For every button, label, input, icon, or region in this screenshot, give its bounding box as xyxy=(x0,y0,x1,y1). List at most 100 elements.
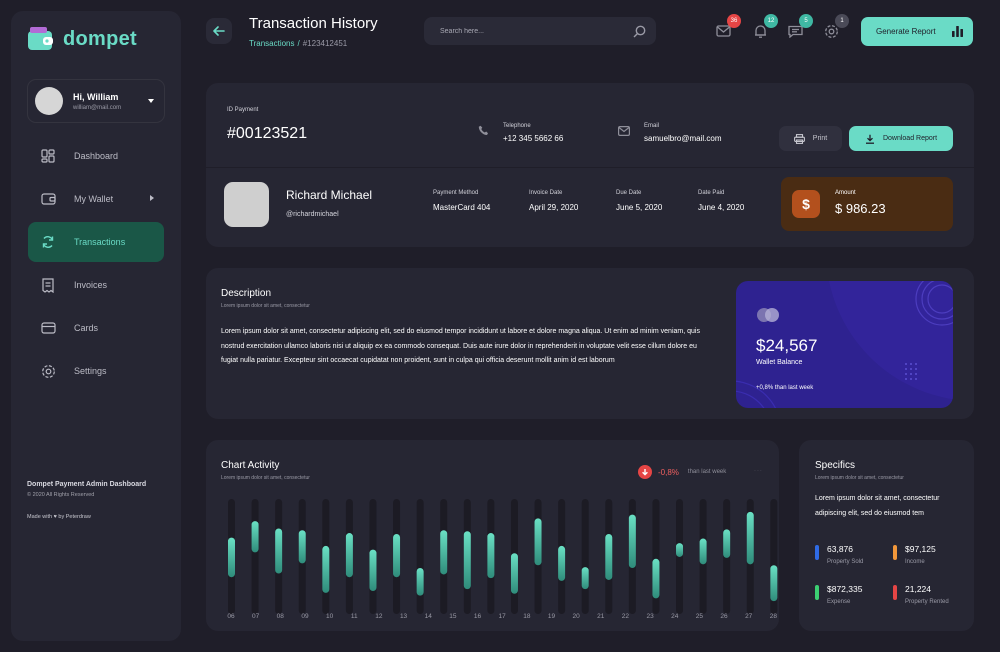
sidebar-item-label: Invoices xyxy=(74,280,108,290)
email-icon xyxy=(618,123,631,143)
message-badge: 5 xyxy=(799,14,813,28)
chart-bar[interactable] xyxy=(605,533,613,580)
chart-bar[interactable] xyxy=(628,514,636,568)
date-paid-label: Date Paid xyxy=(698,190,725,196)
chart-bar[interactable] xyxy=(770,565,778,602)
footer-credit: Made with ♥ by Peterdraw xyxy=(27,514,91,520)
chart-bar[interactable] xyxy=(746,511,754,565)
chart-bar-track xyxy=(416,499,424,614)
chart-bar[interactable] xyxy=(487,533,495,579)
sidebar-item-invoices[interactable]: Invoices xyxy=(28,265,164,305)
download-label: Download Report xyxy=(882,135,938,142)
date-paid-value: June 4, 2020 xyxy=(698,203,745,212)
chart-bar[interactable] xyxy=(322,545,330,593)
chart-tick-label: 10 xyxy=(326,613,334,620)
chart-bar[interactable] xyxy=(369,549,377,591)
chart-bar[interactable] xyxy=(228,537,235,578)
mail-button[interactable]: 36 xyxy=(714,14,741,40)
sidebar-item-cards[interactable]: Cards xyxy=(28,308,164,348)
chart-bar[interactable] xyxy=(416,568,424,596)
email-info: Email samuelbro@mail.com xyxy=(618,123,721,143)
payment-method: Payment Method MasterCard 404 xyxy=(433,190,490,212)
sidebar-item-dashboard[interactable]: Dashboard xyxy=(28,136,164,176)
telephone-info: Telephone +12 345 5662 66 xyxy=(478,123,563,143)
chart-tick-label: 07 xyxy=(252,613,260,620)
user-greeting: Hi, William xyxy=(73,91,119,102)
chart-bar[interactable] xyxy=(463,531,471,590)
logo[interactable]: dompet xyxy=(27,25,137,53)
chart-bar[interactable] xyxy=(275,528,283,574)
chart-bar[interactable] xyxy=(534,518,542,566)
stat-label: Property Rented xyxy=(905,599,949,605)
amount-value: $ 986.23 xyxy=(835,201,886,216)
search-input[interactable] xyxy=(440,27,620,35)
more-options-icon[interactable]: ... xyxy=(754,466,763,473)
bell-icon xyxy=(754,24,766,38)
generate-report-button[interactable]: Generate Report xyxy=(861,17,973,46)
chart-bar[interactable] xyxy=(699,538,707,565)
chart-tick-label: 09 xyxy=(301,613,309,620)
wallet-card-decoration xyxy=(736,281,953,408)
back-button[interactable] xyxy=(206,18,232,44)
wallet-balance-label: Wallet Balance xyxy=(756,359,803,366)
sidebar-item-label: Cards xyxy=(74,323,99,333)
user-email: william@mail.com xyxy=(73,104,122,111)
transactions-icon xyxy=(40,234,56,250)
chart-tick-label: 23 xyxy=(646,613,654,620)
invoice-date-label: Invoice Date xyxy=(529,190,563,196)
chart-tick-label: 16 xyxy=(474,613,482,620)
chart-bar[interactable] xyxy=(723,529,731,558)
chart-bar[interactable] xyxy=(581,567,589,590)
chart-tick-label: 14 xyxy=(425,613,433,620)
sidebar-item-transactions[interactable]: Transactions xyxy=(28,222,164,262)
chart-tick-label: 21 xyxy=(597,613,605,620)
sidebar-item-my-wallet[interactable]: My Wallet xyxy=(28,179,164,219)
chart-bar[interactable] xyxy=(676,543,684,557)
stat-label: Income xyxy=(905,559,925,565)
amount-box: $ Amount $ 986.23 xyxy=(781,177,953,231)
chart-delta-text: than last week xyxy=(687,469,727,475)
user-menu[interactable]: Hi, William william@mail.com xyxy=(27,79,165,123)
chart-bar[interactable] xyxy=(558,545,566,581)
chart-bar[interactable] xyxy=(652,558,660,599)
payment-card: ID Payment #00123521 Telephone +12 345 5… xyxy=(206,83,974,247)
activity-chart: 06 07 08 09 10 11 12 13 14 15 16 17 18 19 20 21 22 23 24 25… xyxy=(227,499,778,620)
stat-value: 21,224 xyxy=(905,584,931,594)
divider xyxy=(206,167,974,168)
invoices-icon xyxy=(40,277,56,293)
wallet-card[interactable]: $24,567 Wallet Balance +0,8% than last w… xyxy=(736,281,953,408)
search-icon[interactable] xyxy=(633,25,646,43)
print-button[interactable]: Print xyxy=(779,126,842,151)
payment-method-value: MasterCard 404 xyxy=(433,203,491,212)
due-date-value: June 5, 2020 xyxy=(616,203,663,212)
chart-bar[interactable] xyxy=(393,533,401,578)
chart-bar[interactable] xyxy=(298,530,306,564)
chart-activity-card: 06 07 08 09 10 11 12 13 14 15 16 17 18 19 20 21 22 23 24 25… xyxy=(206,440,779,631)
cards-icon xyxy=(40,320,56,336)
breadcrumb-link[interactable]: Transactions xyxy=(249,39,295,48)
sidebar-footer: Dompet Payment Admin Dashboard © 2020 Al… xyxy=(27,481,146,520)
stat-property-rented: 21,224 Property Rented xyxy=(893,584,949,605)
chevron-down-icon xyxy=(148,99,154,103)
messages-button[interactable]: 5 xyxy=(786,14,813,40)
chart-bar[interactable] xyxy=(440,530,448,575)
notifications-button[interactable]: 12 xyxy=(751,14,778,40)
chart-bar[interactable] xyxy=(345,533,353,578)
header-settings-button[interactable]: 1 xyxy=(822,14,849,40)
mail-icon xyxy=(715,25,731,37)
arrow-left-icon xyxy=(213,26,225,36)
wallet-logo-icon xyxy=(27,25,55,53)
description-subtitle: Lorem ipsum dolor sit amet, consectetur xyxy=(221,303,310,309)
sidebar: dompet Hi, William william@mail.com Dash… xyxy=(11,11,181,641)
specifics-card: Specifics Lorem ipsum dolor sit amet, co… xyxy=(799,440,974,631)
chart-tick-label: 26 xyxy=(720,613,728,620)
chart-tick-label: 25 xyxy=(696,613,704,620)
download-report-button[interactable]: Download Report xyxy=(849,126,953,151)
chart-bar[interactable] xyxy=(251,521,259,553)
stat-value: 63,876 xyxy=(827,544,853,554)
stat-label: Property Sold xyxy=(827,559,864,565)
sidebar-nav: Dashboard My Wallet Transactions Invoice… xyxy=(28,136,164,394)
email-value: samuelbro@mail.com xyxy=(644,134,722,143)
sidebar-item-settings[interactable]: Settings xyxy=(28,351,164,391)
chart-bar[interactable] xyxy=(510,553,518,594)
